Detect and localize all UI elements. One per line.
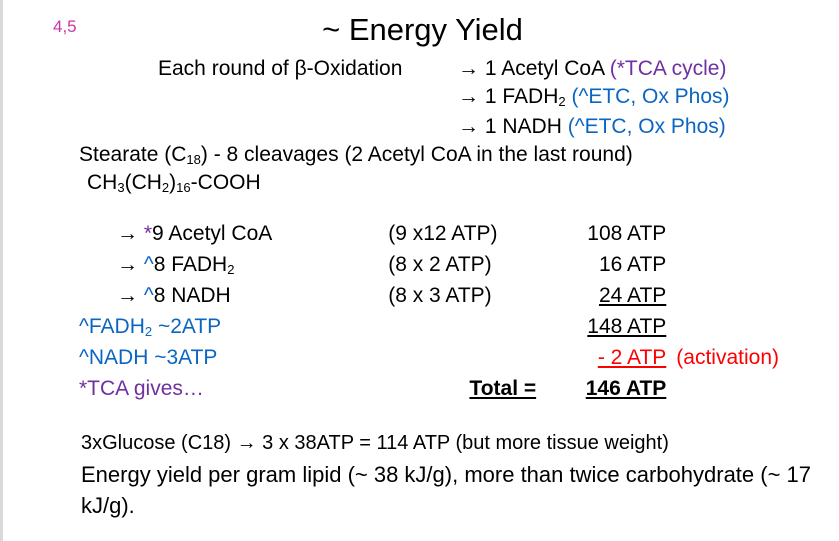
formula-part: (CH [124,171,162,194]
etc-marker: ^ [143,283,154,307]
legend-subscript: 2 [144,323,153,339]
summary-text-post: 3 x 38ATP = 114 ATP (but more tissue wei… [256,432,669,454]
table-row: → *9 Acetyl CoA (9 x12 ATP) 108 ATP [79,218,779,249]
product-line-nadh: → 1 NADH (^ETC, Ox Phos) [458,115,726,139]
product-text: 1 Acetyl CoA [484,57,604,80]
row-calc [388,311,546,342]
tca-marker: * [143,221,153,245]
legend-nadh: ^NADH ~3ATP [79,345,218,369]
beta-oxidation-heading: Each round of β-Oxidation [158,57,403,80]
subtotal-cell: 148 ATP [546,311,670,342]
total-label: Total = [469,376,537,400]
row-label-text: 8 FADH [153,252,228,276]
formula-subscript: 2 [161,179,170,195]
summary-text-pre: 3xGlucose (C18) [81,432,237,454]
stearate-formula: CH3(CH2)16-COOH [87,171,261,195]
product-note: (*TCA cycle) [609,57,727,80]
table-row: → ^8 FADH2 (8 x 2 ATP) 16 ATP [79,249,779,280]
arrow-icon: → [117,283,138,307]
activation-cell: - 2 ATP [546,342,670,373]
arrow-icon: → [458,57,479,80]
legend-tca: *TCA gives… [79,376,204,400]
row-note [670,249,779,280]
table-row: → ^8 NADH (8 x 3 ATP) 24 ATP [79,280,779,311]
formula-subscript: 3 [117,179,125,195]
row-label-acetyl-coa: → *9 Acetyl CoA [79,218,388,249]
row-total: 16 ATP [598,252,667,276]
summary-block: 3xGlucose (C18) → 3 x 38ATP = 114 ATP (b… [81,428,821,521]
product-line-acetyl-coa: → 1 Acetyl CoA (*TCA cycle) [458,57,726,81]
slide-number: 4,5 [53,17,77,36]
row-note [670,280,779,311]
row-calc [388,342,546,373]
row-label-fadh2: → ^8 FADH2 [79,249,388,280]
arrow-icon: → [458,85,479,108]
stearate-text-post: ) - 8 cleavages (2 Acetyl CoA in the las… [200,143,633,166]
row-total: 108 ATP [587,221,667,245]
product-note: (^ETC, Ox Phos) [567,115,726,138]
formula-part: -COOH [190,171,261,194]
subtotal-value: 148 ATP [587,314,667,338]
activation-note: (activation) [676,345,779,369]
product-line-fadh2: → 1 FADH2 (^ETC, Ox Phos) [458,85,730,109]
energy-yield-table: → *9 Acetyl CoA (9 x12 ATP) 108 ATP → ^8… [79,218,779,404]
summary-line-energy-yield: Energy yield per gram lipid (~ 38 kJ/g),… [81,462,812,518]
table-row: ^NADH ~3ATP - 2 ATP (activation) [79,342,779,373]
summary-line-glucose: 3xGlucose (C18) → 3 x 38ATP = 114 ATP (b… [81,428,821,459]
formula-subscript: 16 [176,179,191,195]
row-calc: (8 x 3 ATP) [388,283,492,307]
legend-fadh2: ^FADH2 ~2ATP [79,311,388,342]
stearate-text-pre: Stearate (C [79,143,187,166]
table-row: ^FADH2 ~2ATP 148 ATP [79,311,779,342]
row-calc: (9 x12 ATP) [388,221,498,245]
row-note [670,373,779,404]
row-note [670,311,779,342]
product-note: (^ETC, Ox Phos) [571,85,730,108]
row-note [670,218,779,249]
stearate-line: Stearate (C18) - 8 cleavages (2 Acetyl C… [79,143,633,167]
etc-marker: ^ [143,252,154,276]
row-total: 24 ATP [546,280,670,311]
stearate-subscript: 18 [186,151,201,167]
legend-text-post: ~2ATP [152,314,222,338]
product-text: 1 NADH [484,115,562,138]
row-label-text: 9 Acetyl CoA [152,221,273,245]
product-subscript: 2 [558,93,566,109]
row-label-nadh: → ^8 NADH [79,280,388,311]
page-title: ~ Energy Yield [322,12,523,47]
arrow-icon: → [236,432,257,454]
legend-text: ^FADH [79,314,145,338]
arrow-icon: → [117,221,138,245]
row-label-text: 8 NADH [153,283,231,307]
formula-part: ) [169,171,177,194]
row-label-subscript: 2 [227,261,235,277]
arrow-icon: → [117,252,138,276]
row-total-value: 24 ATP [598,283,667,307]
formula-part: CH [87,171,118,194]
table-row-total: *TCA gives… Total = 146 ATP [79,373,779,404]
product-text: 1 FADH [484,85,559,108]
arrow-icon: → [458,115,479,138]
row-calc: (8 x 2 ATP) [388,252,492,276]
total-value: 146 ATP [585,376,667,400]
activation-value: - 2 ATP [597,345,667,369]
